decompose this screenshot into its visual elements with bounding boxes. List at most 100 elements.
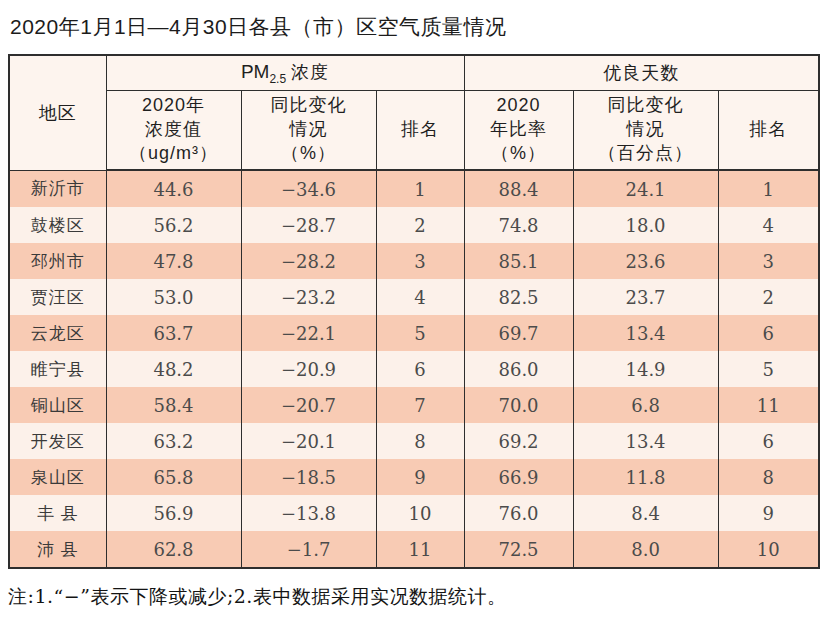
column-header-days-ratio: 2020 年比率 （%） [464, 91, 573, 171]
days-ratio-cell: 86.0 [464, 351, 573, 387]
region-cell: 云龙区 [9, 315, 106, 351]
table-row: 铜山区 58.4 −20.7 7 70.0 6.8 11 [9, 387, 819, 423]
column-header-days-rank: 排名 [718, 91, 819, 171]
pm-rank-cell: 9 [376, 459, 464, 495]
pm-value-cell: 62.8 [106, 531, 241, 568]
table-row: 贾汪区 53.0 −23.2 4 82.5 23.7 2 [9, 279, 819, 315]
column-header-pm-change: 同比变化 情况 （%） [241, 91, 376, 171]
pm-value-cell: 56.2 [106, 207, 241, 243]
days-change-cell: 8.0 [573, 531, 718, 568]
table-row: 云龙区 63.7 −22.1 5 69.7 13.4 6 [9, 315, 819, 351]
days-change-cell: 24.1 [573, 170, 718, 207]
table-row: 丰 县 56.9 −13.8 10 76.0 8.4 9 [9, 495, 819, 531]
pm-change-cell: −28.2 [241, 243, 376, 279]
pm-rank-cell: 10 [376, 495, 464, 531]
pm-change-cell: −28.7 [241, 207, 376, 243]
pm-rank-cell: 8 [376, 423, 464, 459]
pm-value-cell: 47.8 [106, 243, 241, 279]
days-ratio-cell: 85.1 [464, 243, 573, 279]
pm-rank-cell: 5 [376, 315, 464, 351]
days-ratio-cell: 70.0 [464, 387, 573, 423]
days-ratio-cell: 76.0 [464, 495, 573, 531]
column-group-pm25: PM2.5 浓度 [106, 55, 464, 91]
days-ratio-cell: 69.7 [464, 315, 573, 351]
days-change-cell: 23.6 [573, 243, 718, 279]
pm-value-cell: 65.8 [106, 459, 241, 495]
pm-change-cell: −20.1 [241, 423, 376, 459]
days-rank-cell: 9 [718, 495, 819, 531]
pm-value-cell: 58.4 [106, 387, 241, 423]
pm-change-cell: −23.2 [241, 279, 376, 315]
pm-value-cell: 53.0 [106, 279, 241, 315]
pm-rank-cell: 7 [376, 387, 464, 423]
region-cell: 开发区 [9, 423, 106, 459]
table-row: 鼓楼区 56.2 −28.7 2 74.8 18.0 4 [9, 207, 819, 243]
region-cell: 睢宁县 [9, 351, 106, 387]
days-rank-cell: 11 [718, 387, 819, 423]
region-cell: 泉山区 [9, 459, 106, 495]
pm-change-cell: −20.9 [241, 351, 376, 387]
pm-value-cell: 63.7 [106, 315, 241, 351]
days-rank-cell: 5 [718, 351, 819, 387]
column-header-pm-rank: 排名 [376, 91, 464, 171]
pm-rank-cell: 1 [376, 170, 464, 207]
pm25-label: 浓度 [291, 62, 329, 82]
days-change-cell: 6.8 [573, 387, 718, 423]
table-row: 新沂市 44.6 −34.6 1 88.4 24.1 1 [9, 170, 819, 207]
days-change-cell: 23.7 [573, 279, 718, 315]
days-rank-cell: 4 [718, 207, 819, 243]
pm-change-cell: −22.1 [241, 315, 376, 351]
table-row: 开发区 63.2 −20.1 8 69.2 13.4 6 [9, 423, 819, 459]
footnote: 注:1.“−”表示下降或减少;2.表中数据采用实况数据统计。 [8, 584, 825, 610]
pm25-base-text: PM [241, 61, 270, 82]
region-cell: 沛 县 [9, 531, 106, 568]
days-ratio-cell: 74.8 [464, 207, 573, 243]
region-cell: 丰 县 [9, 495, 106, 531]
region-cell: 贾汪区 [9, 279, 106, 315]
pm-value-cell: 56.9 [106, 495, 241, 531]
table-row: 邳州市 47.8 −28.2 3 85.1 23.6 3 [9, 243, 819, 279]
header-sub-row: 2020年 浓度值 （ug/m³） 同比变化 情况 （%） 排名 2020 年比… [9, 91, 819, 171]
column-group-good-days: 优良天数 [464, 55, 819, 91]
days-ratio-cell: 72.5 [464, 531, 573, 568]
pm-change-cell: −13.8 [241, 495, 376, 531]
table-row: 沛 县 62.8 −1.7 11 72.5 8.0 10 [9, 531, 819, 568]
region-cell: 铜山区 [9, 387, 106, 423]
days-ratio-cell: 88.4 [464, 170, 573, 207]
pm-change-cell: −34.6 [241, 170, 376, 207]
column-header-region: 地区 [9, 55, 106, 170]
days-change-cell: 8.4 [573, 495, 718, 531]
pm-change-cell: −1.7 [241, 531, 376, 568]
column-header-pm-value: 2020年 浓度值 （ug/m³） [106, 91, 241, 171]
pm-rank-cell: 6 [376, 351, 464, 387]
days-ratio-cell: 66.9 [464, 459, 573, 495]
air-quality-table: 地区 PM2.5 浓度 优良天数 2020年 浓度值 （ug/m³） 同比变化 情… [8, 54, 820, 569]
days-rank-cell: 8 [718, 459, 819, 495]
header-group-row: 地区 PM2.5浓度 优良天数 [9, 55, 819, 91]
pm-value-cell: 63.2 [106, 423, 241, 459]
page-title: 2020年1月1日—4月30日各县（市）区空气质量情况 [0, 0, 825, 41]
region-cell: 新沂市 [9, 170, 106, 207]
days-ratio-cell: 82.5 [464, 279, 573, 315]
days-change-cell: 13.4 [573, 315, 718, 351]
table-row: 泉山区 65.8 −18.5 9 66.9 11.8 8 [9, 459, 819, 495]
pm-rank-cell: 3 [376, 243, 464, 279]
column-header-days-change: 同比变化 情况 （百分点） [573, 91, 718, 171]
pm-change-cell: −18.5 [241, 459, 376, 495]
region-cell: 鼓楼区 [9, 207, 106, 243]
days-change-cell: 11.8 [573, 459, 718, 495]
days-rank-cell: 10 [718, 531, 819, 568]
pm-rank-cell: 4 [376, 279, 464, 315]
days-ratio-cell: 69.2 [464, 423, 573, 459]
pm-rank-cell: 11 [376, 531, 464, 568]
pm-value-cell: 48.2 [106, 351, 241, 387]
pm-change-cell: −20.7 [241, 387, 376, 423]
days-rank-cell: 6 [718, 315, 819, 351]
days-rank-cell: 1 [718, 170, 819, 207]
days-rank-cell: 3 [718, 243, 819, 279]
days-change-cell: 18.0 [573, 207, 718, 243]
days-change-cell: 13.4 [573, 423, 718, 459]
table-row: 睢宁县 48.2 −20.9 6 86.0 14.9 5 [9, 351, 819, 387]
pm25-subscript: 2.5 [269, 72, 286, 86]
days-rank-cell: 2 [718, 279, 819, 315]
